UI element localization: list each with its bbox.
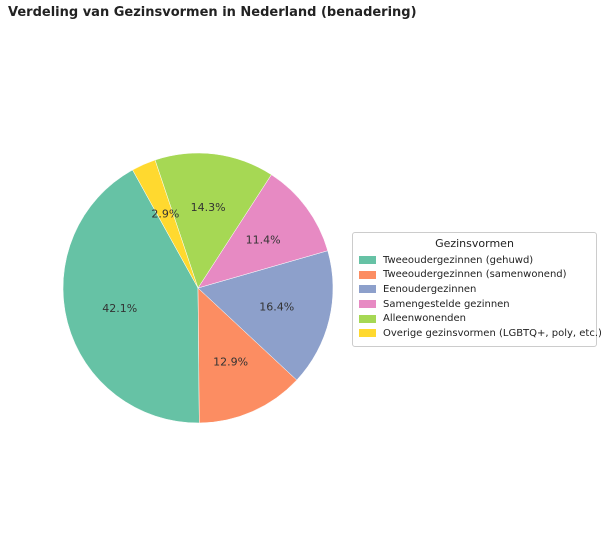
legend-label: Eenoudergezinnen [383, 283, 477, 295]
slice-percent-label: 11.4% [246, 233, 281, 246]
legend-swatch [359, 300, 376, 309]
slice-percent-label: 2.9% [151, 207, 179, 220]
legend-label: Tweeoudergezinnen (gehuwd) [383, 254, 534, 266]
pie-slice [154, 152, 272, 289]
legend-title: Gezinsvormen [435, 237, 514, 250]
legend-swatch [359, 285, 376, 294]
legend-item: Alleenwonenden [359, 311, 590, 326]
slice-percent-label: 14.3% [191, 201, 226, 214]
pie-slice [197, 287, 298, 424]
legend-swatch [359, 256, 376, 265]
slice-percent-label: 42.1% [102, 302, 137, 315]
legend-label: Overige gezinsvormen (LGBTQ+, poly, etc.… [383, 327, 602, 339]
legend-swatch [359, 314, 376, 323]
legend-item: Eenoudergezinnen [359, 282, 590, 297]
slice-percent-label: 12.9% [213, 356, 248, 369]
legend-swatch [359, 270, 376, 279]
pie-slice [197, 250, 334, 381]
pie-slice [132, 159, 199, 289]
pie-slice [62, 169, 200, 424]
pie-slice [197, 174, 329, 289]
legend-label: Samengestelde gezinnen [383, 298, 510, 310]
legend-swatch [359, 329, 376, 338]
legend-item: Overige gezinsvormen (LGBTQ+, poly, etc.… [359, 326, 602, 341]
slice-percent-label: 16.4% [259, 300, 294, 313]
legend: Gezinsvormen Tweeoudergezinnen (gehuwd) … [352, 232, 602, 347]
legend-item: Tweeoudergezinnen (samenwonend) [359, 268, 590, 283]
legend-label: Alleenwonenden [383, 313, 467, 325]
legend-item: Samengestelde gezinnen [359, 297, 590, 312]
legend-label: Tweeoudergezinnen (samenwonend) [383, 269, 567, 281]
chart-title: Verdeling van Gezinsvormen in Nederland … [8, 5, 417, 20]
legend-item: Tweeoudergezinnen (gehuwd) [359, 253, 590, 268]
